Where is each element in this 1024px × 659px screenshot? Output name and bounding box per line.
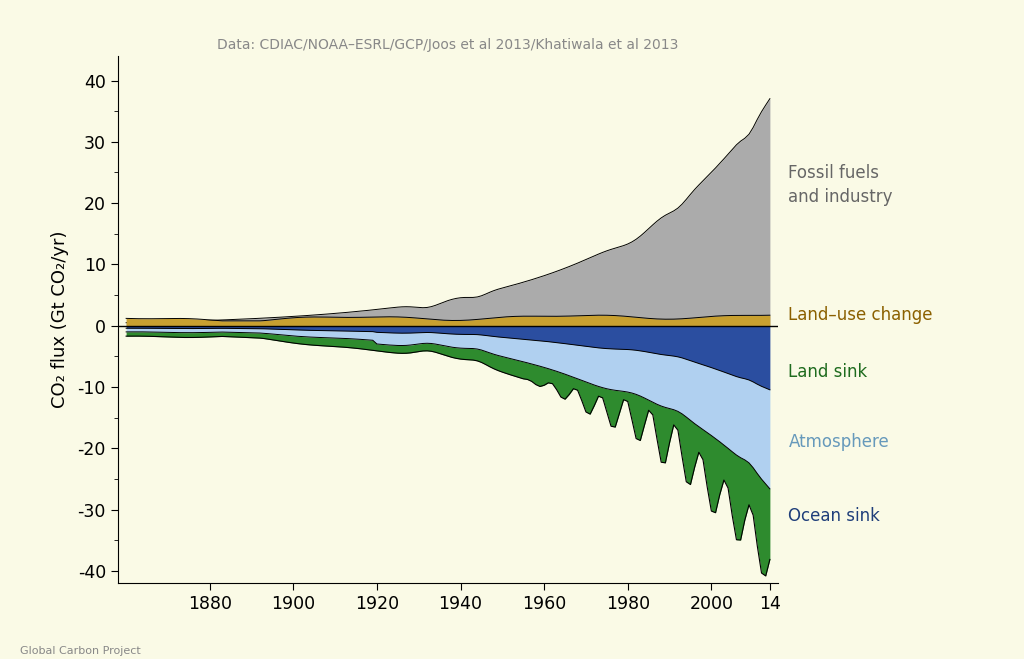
Text: Global Carbon Project: Global Carbon Project: [20, 646, 141, 656]
Y-axis label: CO₂ flux (Gt CO₂/yr): CO₂ flux (Gt CO₂/yr): [51, 231, 70, 409]
Text: Ocean sink: Ocean sink: [788, 507, 881, 525]
Text: Atmosphere: Atmosphere: [788, 433, 889, 451]
Text: Land sink: Land sink: [788, 362, 867, 381]
Text: Land–use change: Land–use change: [788, 306, 933, 324]
Text: Fossil fuels
and industry: Fossil fuels and industry: [788, 164, 893, 206]
Title: Data: CDIAC/NOAA–ESRL/GCP/Joos et al 2013/Khatiwala et al 2013: Data: CDIAC/NOAA–ESRL/GCP/Joos et al 201…: [217, 38, 679, 52]
